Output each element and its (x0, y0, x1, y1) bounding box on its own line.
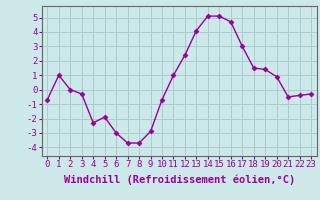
X-axis label: Windchill (Refroidissement éolien,°C): Windchill (Refroidissement éolien,°C) (64, 175, 295, 185)
